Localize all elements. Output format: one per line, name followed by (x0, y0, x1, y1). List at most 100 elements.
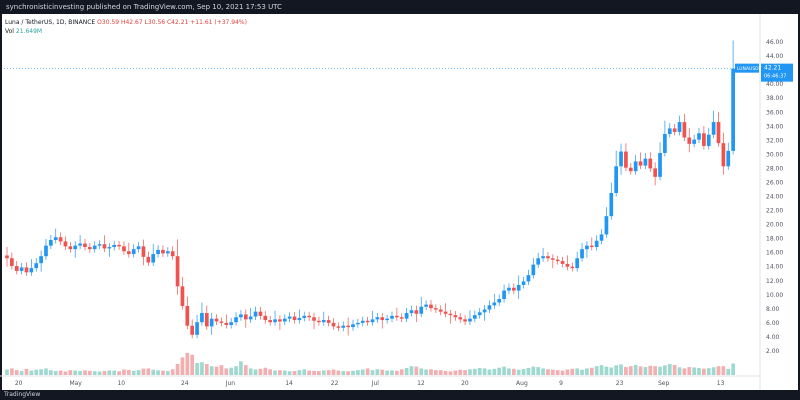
candle-body (214, 318, 219, 322)
volume-bar (375, 369, 380, 375)
candle-body (721, 143, 726, 167)
volume-bar (546, 369, 550, 375)
y-tick-label: 14.00 (766, 264, 783, 271)
volume-bar (312, 370, 316, 375)
candle-body (677, 122, 682, 132)
volume-bar (687, 367, 692, 375)
y-tick-label: 44.00 (766, 53, 783, 60)
volume-bar (141, 368, 146, 375)
volume-bar (599, 365, 604, 375)
publisher-bar: synchronisticinvesting published on Trad… (0, 0, 800, 14)
candle-body (131, 249, 136, 255)
volume-bar (19, 371, 24, 375)
candle-body (502, 290, 506, 300)
candle-body (278, 319, 282, 322)
volume-bar (448, 371, 453, 375)
candle-body (122, 246, 126, 252)
volume-bar (697, 367, 701, 375)
x-tick-label: 13 (717, 380, 725, 387)
volume-bar (175, 364, 180, 375)
volume-bar (29, 370, 34, 375)
candle-body (711, 122, 716, 135)
volume-bar (453, 370, 458, 375)
candle-body (424, 304, 428, 307)
volume-bar (58, 370, 63, 375)
candle-body (312, 317, 316, 321)
volume-bar (278, 370, 282, 375)
symbol-line: Luna / TetherUS, 1D, BINANCE O30.59 H42.… (5, 18, 247, 27)
candle-body (29, 268, 34, 273)
volume-bar (653, 366, 658, 375)
y-tick-label: 32.00 (766, 137, 783, 144)
volume-bar (49, 370, 53, 375)
symbol-title: Luna / TetherUS, 1D, BINANCE (5, 19, 96, 26)
volume-bar (53, 371, 58, 375)
candle-body (224, 322, 229, 325)
candle-body (716, 122, 721, 144)
candle-body (185, 306, 190, 326)
candle-body (170, 251, 175, 257)
candle-body (643, 158, 648, 166)
candle-body (390, 315, 394, 319)
candle-body (243, 314, 248, 320)
volume-bar (78, 371, 82, 375)
volume-bar (219, 365, 224, 375)
candle-body (53, 237, 58, 241)
volume-bar (302, 369, 307, 375)
volume-bar (458, 369, 463, 375)
candle-body (331, 322, 336, 327)
volume-bar (604, 366, 609, 375)
volume-bar (209, 366, 214, 375)
x-tick-label: 10 (117, 380, 125, 387)
volume-bar (351, 370, 355, 375)
volume-bar (536, 367, 541, 375)
candle-body (282, 318, 287, 322)
volume-bar (399, 369, 404, 375)
candle-body (570, 266, 575, 269)
candle-body (609, 192, 614, 217)
y-tick-label: 6.00 (766, 320, 780, 327)
volume-bar (185, 353, 190, 375)
volume-bar (482, 368, 487, 375)
ohlc-values: O30.59 H42.67 L30.56 C42.21 +11.61 (+37.… (97, 19, 247, 26)
candle-body (161, 249, 165, 254)
volume-bar (44, 368, 48, 375)
candle-body (365, 320, 370, 323)
candle-body (594, 240, 599, 248)
candle-body (438, 309, 443, 312)
volume-bar (107, 370, 112, 375)
candle-body (555, 259, 560, 262)
volume-bar (68, 370, 73, 375)
candle-body (117, 244, 121, 247)
volume-bar (112, 370, 117, 375)
candle-body (34, 263, 39, 269)
candle-body (375, 317, 380, 320)
candle-body (39, 256, 43, 264)
candle-body (151, 254, 156, 263)
y-tick-label: 22.00 (766, 208, 783, 215)
volume-bar (73, 370, 78, 375)
candle-body (633, 161, 638, 172)
candle-body (463, 319, 467, 322)
candle-body (175, 256, 180, 287)
x-tick-label: Jun (225, 380, 236, 387)
candle-body (146, 256, 151, 263)
volume-bar (521, 369, 526, 375)
candle-body (628, 167, 633, 172)
volume-bar (273, 370, 277, 375)
volume-bar (589, 367, 594, 375)
volume-bar (161, 370, 165, 375)
volume-bar (365, 368, 370, 375)
candle-body (14, 266, 19, 271)
volume-bar (550, 369, 555, 375)
candle-body (68, 246, 73, 250)
volume-bar (628, 366, 633, 375)
volume-bar (224, 368, 229, 375)
volume-bar (229, 367, 234, 375)
candle-body (702, 133, 706, 146)
publisher-text: synchronisticinvesting published on Trad… (6, 3, 282, 11)
candle-body (663, 134, 667, 153)
volume-bar (14, 370, 19, 375)
volume-bar (468, 369, 472, 375)
